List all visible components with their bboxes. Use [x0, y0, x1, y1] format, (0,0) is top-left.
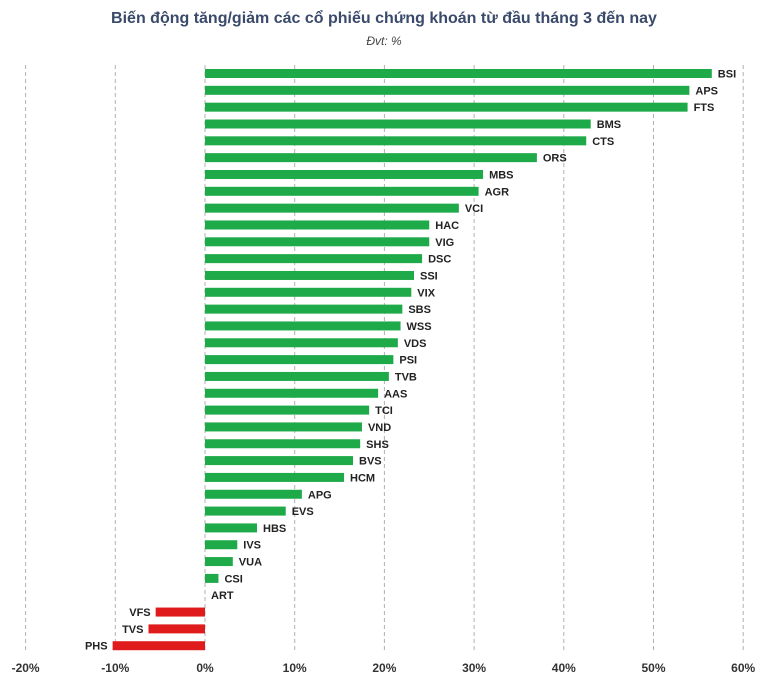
- bar-csi: [205, 573, 219, 583]
- bar-ivs: [205, 540, 238, 550]
- category-label-bms: BMS: [597, 119, 621, 131]
- bar-bms: [205, 119, 591, 129]
- category-label-tci: TCI: [375, 405, 393, 417]
- category-label-csi: CSI: [224, 573, 242, 585]
- category-label-bvs: BVS: [359, 456, 382, 468]
- bar-mbs: [205, 169, 484, 179]
- bar-cts: [205, 136, 587, 146]
- x-axis-ticks: -20% -10% 0% 10% 20% 30% 40% 50% 60%: [12, 661, 756, 675]
- bar-ors: [205, 153, 537, 163]
- x-tick-label: -10%: [101, 661, 129, 675]
- category-label-apg: APG: [308, 489, 332, 501]
- bar-ssi: [205, 270, 415, 280]
- category-label-vig: VIG: [435, 237, 454, 249]
- category-label-vnd: VND: [368, 422, 391, 434]
- chart-subtitle: Đvt: %: [366, 34, 402, 48]
- category-label-bsi: BSI: [718, 69, 736, 81]
- bar-wss: [205, 321, 401, 331]
- category-label-tvs: TVS: [122, 624, 143, 636]
- bar-hcm: [205, 472, 345, 482]
- category-label-vix: VIX: [417, 287, 435, 299]
- category-label-cts: CTS: [592, 136, 614, 148]
- x-tick-label: 60%: [731, 661, 755, 675]
- bar-aps: [205, 85, 690, 95]
- category-label-psi: PSI: [399, 355, 417, 367]
- bar-sbs: [205, 304, 403, 314]
- bar-tvs: [148, 624, 205, 634]
- category-label-agr: AGR: [485, 186, 510, 198]
- category-label-evs: EVS: [292, 506, 314, 518]
- category-label-sbs: SBS: [408, 304, 431, 316]
- category-label-tvb: TVB: [395, 371, 417, 383]
- bar-vfs: [155, 607, 205, 617]
- x-tick-label: 20%: [372, 661, 396, 675]
- bar-tci: [205, 405, 370, 415]
- bar-phs: [112, 641, 205, 651]
- bar-hbs: [205, 523, 258, 533]
- category-label-vci: VCI: [465, 203, 483, 215]
- bar-vix: [205, 287, 412, 297]
- x-tick-label: 50%: [641, 661, 665, 675]
- category-label-wss: WSS: [407, 321, 432, 333]
- bar-vnd: [205, 422, 362, 432]
- bar-shs: [205, 439, 361, 449]
- category-label-aas: AAS: [384, 388, 407, 400]
- category-label-hcm: HCM: [350, 472, 375, 484]
- x-tick-label: 30%: [462, 661, 486, 675]
- category-label-fts: FTS: [694, 102, 715, 114]
- bars: [112, 69, 712, 651]
- bar-aas: [205, 388, 379, 398]
- bar-fts: [205, 102, 688, 112]
- category-label-vua: VUA: [239, 557, 262, 569]
- bar-apg: [205, 489, 302, 499]
- bar-dsc: [205, 254, 423, 264]
- category-label-art: ART: [211, 590, 234, 602]
- x-tick-label: -20%: [12, 661, 40, 675]
- category-label-ssi: SSI: [420, 270, 438, 282]
- bar-bsi: [205, 69, 712, 78]
- category-label-phs: PHS: [85, 641, 108, 653]
- category-label-dsc: DSC: [428, 254, 451, 266]
- category-label-hac: HAC: [435, 220, 459, 232]
- bar-hac: [205, 220, 430, 230]
- category-label-ivs: IVS: [243, 540, 261, 552]
- category-label-vfs: VFS: [129, 607, 150, 619]
- bar-agr: [205, 186, 479, 196]
- bar-evs: [205, 506, 286, 516]
- category-label-ors: ORS: [543, 153, 567, 165]
- category-label-vds: VDS: [404, 338, 427, 350]
- bar-vci: [205, 203, 459, 213]
- x-tick-label: 0%: [196, 661, 214, 675]
- bar-vds: [205, 338, 398, 348]
- bar-tvb: [205, 371, 389, 381]
- bar-psi: [205, 355, 394, 365]
- category-label-hbs: HBS: [263, 523, 286, 535]
- category-label-mbs: MBS: [489, 169, 513, 181]
- chart-title: Biến động tăng/giảm các cổ phiếu chứng k…: [111, 10, 657, 27]
- x-tick-label: 10%: [283, 661, 307, 675]
- bar-vua: [205, 557, 233, 567]
- category-label-shs: SHS: [366, 439, 389, 451]
- x-tick-label: 40%: [552, 661, 576, 675]
- bar-bvs: [205, 456, 354, 466]
- bar-vig: [205, 237, 430, 247]
- category-label-aps: APS: [695, 85, 718, 97]
